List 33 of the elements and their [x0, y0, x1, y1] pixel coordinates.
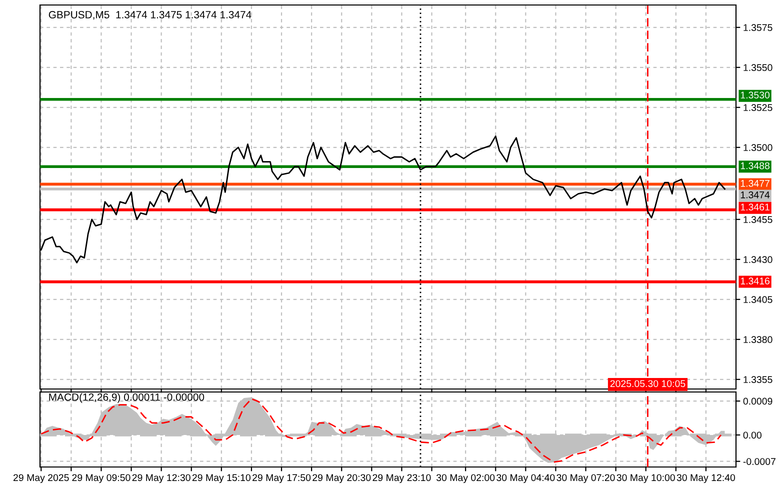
y-tick-label: 1.3430	[744, 256, 772, 264]
ref-line-label: 1.3416	[740, 278, 770, 284]
x-tick-label: 29 May 17:50	[252, 474, 311, 484]
y-tick-label: 1.3500	[744, 144, 772, 152]
x-tick-label: 29 May 23:10	[372, 474, 431, 484]
x-tick-label: 30 May 02:00	[436, 474, 495, 484]
ref-line-label: 1.3530	[740, 92, 770, 99]
x-tick-label: 29 May 20:30	[312, 474, 371, 484]
y-tick-label: 1.3380	[744, 336, 772, 344]
ref-line-label: 1.3488	[740, 162, 770, 170]
x-tick-label: 29 May 12:30	[132, 474, 190, 484]
y-tick-label: 1.3575	[744, 24, 772, 32]
y-tick-label: 1.3355	[744, 376, 772, 384]
y-tick-label: 1.3405	[744, 296, 772, 304]
ref-line-label: 1.3461	[740, 204, 770, 211]
x-tick-label: 29 May 09:50	[72, 474, 130, 484]
ref-line-label: 2025.05.30 10:05	[610, 380, 686, 388]
ref-line-label: 1.3474	[740, 191, 770, 198]
y-tick-label: 0.00	[743, 432, 762, 439]
x-tick-label: 30 May 07:20	[556, 474, 615, 484]
y-tick-label: 1.3550	[744, 64, 772, 72]
y-tick-label: 0.0009	[743, 398, 772, 405]
x-tick-label: 30 May 12:40	[676, 474, 736, 484]
chart-title: MACD(12,26,9) 0.00011 -0.00000	[49, 393, 204, 403]
y-tick-label: -0.0007	[743, 458, 776, 465]
x-tick-label: 29 May 2025	[14, 474, 69, 484]
ref-line-label: 1.3477	[740, 180, 770, 187]
x-tick-label: 30 May 10:00	[616, 474, 675, 484]
x-tick-label: 29 May 15:10	[192, 474, 250, 484]
y-tick-label: 1.3525	[744, 104, 772, 112]
y-tick-label: 1.3455	[744, 216, 772, 224]
x-tick-label: 30 May 04:40	[496, 474, 555, 484]
chart-title: GBPUSD,M5 1.3474 1.3475 1.3474 1.3474	[48, 11, 252, 20]
